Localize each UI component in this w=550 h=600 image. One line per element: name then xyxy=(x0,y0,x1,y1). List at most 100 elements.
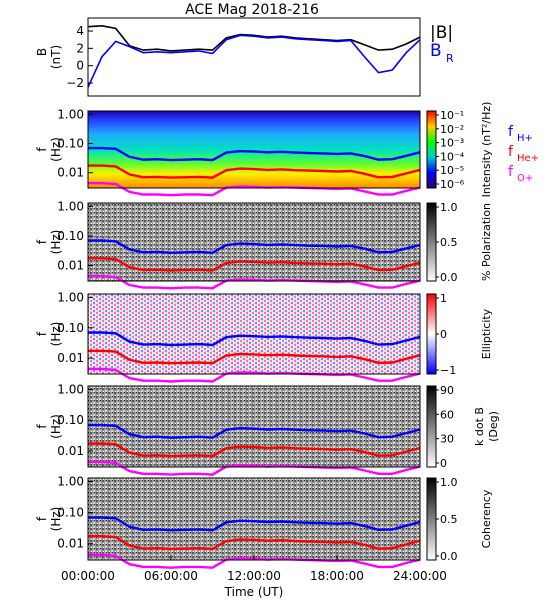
field-panel: 4 2 0 −2 B (nT) |B| B R xyxy=(35,17,454,97)
ellipticity-panel: 1.00 0.10 0.01 f (Hz) 1 0 −1 Ellipticity xyxy=(35,290,493,383)
ellipticity-y-tick-label: 0.01 xyxy=(57,351,84,365)
legend-br-subscript: R xyxy=(446,52,454,65)
br-line xyxy=(87,34,421,88)
intensity-y-tick-label: 1.00 xyxy=(57,107,84,121)
intensity-colorbar-tick-label: 10⁻⁴ xyxy=(440,150,465,163)
ellipticity-colorbar-tick-label: −1 xyxy=(440,364,456,377)
polarization-colorbar-tick-label: 0.0 xyxy=(440,271,458,284)
intensity-y-tick-label: 0.10 xyxy=(57,137,84,151)
coherency-ylabel-unit: (Hz) xyxy=(49,507,63,532)
kdotb-colorbar-tick-label: 90 xyxy=(440,384,454,397)
ellipticity-fh-line xyxy=(88,331,421,347)
ellipticity-colorbar-tick-label: 1 xyxy=(440,292,447,305)
intensity-panel: 1.00 0.10 0.01 f (Hz) 10⁻¹10⁻²10⁻³10⁻⁴10⁻⁵10⁻… xyxy=(35,102,493,198)
intensity-fo-line xyxy=(88,181,421,197)
coherency-y-tick-label: 1.00 xyxy=(57,475,84,489)
ellipticity-y-tick-label: 1.00 xyxy=(57,290,84,304)
coherency-y-tick-label: 0.01 xyxy=(57,537,84,551)
x-tick-label: 12:00:00 xyxy=(227,569,281,583)
field-ylabel-line2: (nT) xyxy=(49,45,63,69)
polarization-frame xyxy=(87,202,421,282)
intensity-fhe-line xyxy=(88,164,421,179)
coherency-spectrogram xyxy=(88,478,420,560)
intensity-colorbar-tick-label: 10⁻¹ xyxy=(440,109,464,122)
ellipticity-frame xyxy=(87,293,421,375)
ellipticity-ylabel-unit: (Hz) xyxy=(49,322,63,347)
field-y-ticks: 4 2 0 −2 xyxy=(66,24,93,90)
kdotb-colorbar xyxy=(426,385,437,468)
coherency-colorbar-label: Coherency xyxy=(480,489,493,548)
legend-fh-subscript: H+ xyxy=(517,133,533,144)
intensity-fh-line xyxy=(88,146,421,162)
field-lines xyxy=(87,24,421,88)
ellipticity-fo-line xyxy=(88,367,421,383)
intensity-colorbar-label: Intensity (nT²/Hz) xyxy=(480,102,493,198)
field-y-tick-label: −2 xyxy=(66,76,84,90)
coherency-colorbar-tick-label: 0.5 xyxy=(440,513,458,526)
intensity-colorbar-tick-label: 10⁻³ xyxy=(440,137,464,150)
intensity-ylabel-unit: (Hz) xyxy=(49,137,63,162)
ellipticity-y-tick-label: 0.10 xyxy=(57,321,84,335)
polarization-colorbar-label: % Polarization xyxy=(480,203,493,281)
x-tick-label: 00:00:00 xyxy=(61,569,115,583)
kdotb-fo-line xyxy=(88,460,421,476)
kdotb-fhe-line xyxy=(88,442,421,458)
coherency-fhe-line xyxy=(88,535,421,551)
polarization-fh-line xyxy=(88,239,421,255)
legend-fo-subscript: O+ xyxy=(517,173,533,184)
kdotb-spectrogram xyxy=(88,386,420,467)
intensity-colorbar-tick-label: 10⁻⁵ xyxy=(440,164,464,177)
ellipticity-colorbar xyxy=(426,293,437,375)
intensity-colorbar xyxy=(426,110,437,189)
intensity-y-tick-label: 0.01 xyxy=(57,166,84,180)
spectrogram-panels: 1.000.100.01f (Hz)10⁻¹10⁻²10⁻³10⁻⁴10⁻⁵10⁻… xyxy=(35,102,500,569)
x-axis-label: Time (UT) xyxy=(224,585,284,599)
polarization-y-tick-label: 0.10 xyxy=(57,229,84,243)
kdotb-ylabel-unit: (Hz) xyxy=(49,414,63,439)
kdotb-colorbar-tick-label: 60 xyxy=(440,408,454,421)
polarization-colorbar-tick-label: 0.5 xyxy=(440,236,458,249)
legend-fhe-subscript: He+ xyxy=(517,153,539,164)
field-ylabel-line1: B xyxy=(35,48,49,56)
polarization-ylabel-f: f xyxy=(35,239,49,244)
ellipticity-fhe-line xyxy=(88,349,421,365)
btotal-line xyxy=(87,24,421,52)
polarization-fhe-line xyxy=(88,257,421,272)
kdotb-frame xyxy=(87,385,421,468)
legend-fo: f xyxy=(508,164,514,180)
intensity-colorbar-tick-label: 10⁻² xyxy=(440,123,464,136)
legend-br: B xyxy=(430,41,442,61)
ellipticity-spectrogram xyxy=(88,294,420,374)
intensity-frame xyxy=(87,110,421,189)
field-y-tick-label: 2 xyxy=(76,41,84,55)
coherency-colorbar xyxy=(426,477,437,561)
field-y-tick-label: 4 xyxy=(76,24,84,38)
field-y-tick-label: 0 xyxy=(76,59,84,73)
coherency-colorbar-tick-label: 1.0 xyxy=(440,476,458,489)
kdotb-colorbar-label-line2: (Deg) xyxy=(487,411,500,442)
coherency-colorbar-tick-label: 0.0 xyxy=(440,550,458,563)
polarization-colorbar-tick-label: 1.0 xyxy=(440,201,458,214)
polarization-y-tick-label: 0.01 xyxy=(57,259,84,273)
intensity-ylabel-f: f xyxy=(35,147,49,152)
ellipticity-colorbar-label: Ellipticity xyxy=(480,308,493,359)
polarization-y-tick-label: 1.00 xyxy=(57,199,84,213)
intensity-colorbar-tick-label: 10⁻⁶ xyxy=(440,178,465,191)
gyro-legend: f H+ f He+ f O+ xyxy=(508,124,539,184)
kdotb-panel: 1.00 0.10 0.01 f (Hz) 90 60 30 0 k dot B (Deg) xyxy=(35,383,500,476)
intensity-spectrogram xyxy=(88,111,420,188)
coherency-fh-line xyxy=(88,516,421,532)
legend-btotal: |B| xyxy=(430,23,453,43)
kdotb-fh-line xyxy=(88,423,421,439)
x-tick-label: 06:00:00 xyxy=(144,569,198,583)
ellipticity-ylabel-f: f xyxy=(35,331,49,336)
legend-fh: f xyxy=(508,124,514,140)
kdotb-colorbar-tick-label: 30 xyxy=(440,433,454,446)
kdotb-y-tick-label: 0.01 xyxy=(57,444,84,458)
x-tick-label: 18:00:00 xyxy=(310,569,364,583)
polarization-panel: 1.00 0.10 0.01 f (Hz) 1.0 0.5 0.0 % Polarization xyxy=(35,199,493,290)
ellipticity-colorbar-tick-label: 0 xyxy=(440,328,447,341)
x-tick-label: 24:00:00 xyxy=(393,569,447,583)
coherency-ylabel-f: f xyxy=(35,516,49,521)
